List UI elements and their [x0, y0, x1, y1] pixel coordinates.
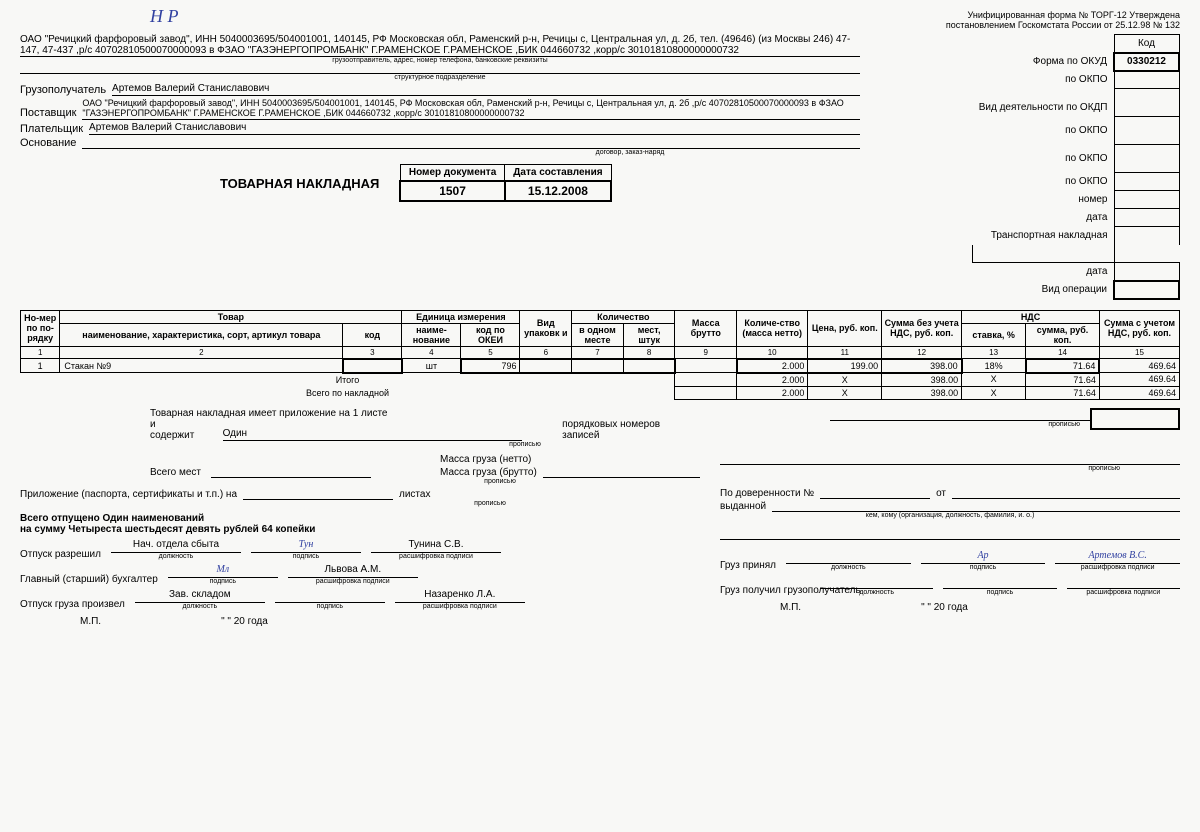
- supplier-value: ОАО "Речицкий фарфоровый завод", ИНН 504…: [82, 98, 860, 120]
- form-note: Унифицированная форма № ТОРГ-12 Утвержде…: [20, 10, 1180, 30]
- doc-title: ТОВАРНАЯ НАКЛАДНАЯ: [220, 176, 379, 191]
- sender-text: ОАО "Речицкий фарфоровый завод", ИНН 504…: [20, 34, 860, 56]
- codes-table: Код Форма по ОКУД0330212 по ОКПО Вид дея…: [972, 34, 1180, 300]
- table-row: 1 Стакан №9 шт 796 2.000 199.00 398.00 1…: [21, 359, 1180, 373]
- doc-number-table: Номер документаДата составления 150715.1…: [399, 164, 612, 202]
- goods-table: Но-мер по по-рядку Товар Единица измерен…: [20, 310, 1180, 400]
- signature-chief: Мл: [168, 564, 278, 578]
- payer-label: Плательщик: [20, 123, 83, 135]
- payer-value: Артемов Валерий Станиславович: [89, 122, 860, 135]
- consignee-value: Артемов Валерий Станиславович: [112, 83, 860, 96]
- struct-sublabel: структурное подразделение: [20, 74, 860, 81]
- signature-receive: Ар: [921, 550, 1046, 564]
- basis-label: Основание: [20, 137, 76, 149]
- signature-allow: Тун: [251, 539, 361, 553]
- supplier-label: Поставщик: [20, 107, 76, 120]
- basis-value: [82, 147, 860, 149]
- attach-line: Товарная накладная имеет приложение на 1…: [150, 408, 388, 419]
- handwritten-mark: Н Р: [150, 6, 179, 27]
- basis-sublabel: договор, заказ-наряд: [400, 149, 860, 156]
- sender-sublabel: грузоотправитель, адрес, номер телефона,…: [20, 57, 860, 64]
- released-total-1: Всего отпущено Один наименований: [20, 513, 700, 524]
- consignee-label: Грузополучатель: [20, 84, 106, 96]
- mass-box: [1090, 408, 1180, 430]
- released-total-2: на сумму Четыреста шестьдесят девять руб…: [20, 524, 700, 535]
